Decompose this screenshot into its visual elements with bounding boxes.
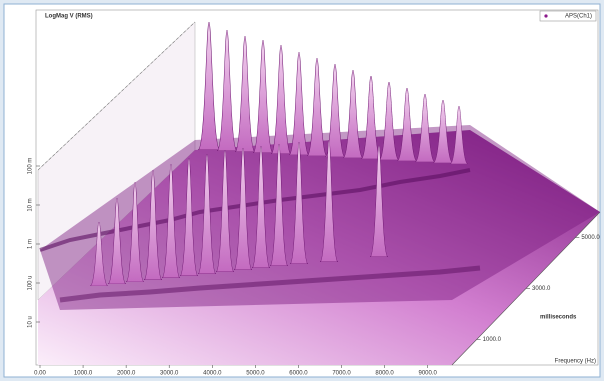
z-axis-label: milliseconds (540, 315, 577, 321)
x-tick-label: 7000.0 (332, 371, 351, 377)
legend (539, 10, 597, 22)
floor (38, 130, 600, 365)
y-tick-label: 100 m (28, 158, 34, 175)
legend-marker (544, 14, 548, 18)
x-axis-label: Frequency (Hz) (555, 359, 596, 365)
x-tick-label: 6000.0 (289, 371, 308, 377)
x-tick-label: 3000.0 (160, 371, 179, 377)
x-tick-label: 0.00 (34, 371, 46, 377)
z-tick-label: 1000.0 (483, 337, 502, 343)
z-tick-label: 5000.0 (581, 235, 600, 241)
x-tick-label: 2000.0 (117, 371, 136, 377)
noise-ridge (59, 265, 481, 303)
x-tick-label: 9000.0 (419, 371, 438, 377)
y-tick-label: 10 u (28, 316, 34, 328)
x-tick-label: 4000.0 (203, 371, 222, 377)
legend-label: APS(Ch1) (565, 14, 592, 20)
x-tick-label: 5000.0 (246, 371, 265, 377)
wall-edge (37, 21, 196, 171)
y-tick-label: 10 m (28, 198, 34, 211)
noise-ridge (39, 168, 471, 252)
y-tick-label: 100 u (28, 275, 34, 290)
x-tick-label: 8000.0 (375, 371, 394, 377)
y-tick-label: 1 m (28, 239, 34, 249)
chart-title: LogMag V (RMS) (45, 14, 93, 20)
x-tick-label: 1000.0 (74, 371, 93, 377)
z-tick-label: 3000.0 (532, 286, 551, 292)
